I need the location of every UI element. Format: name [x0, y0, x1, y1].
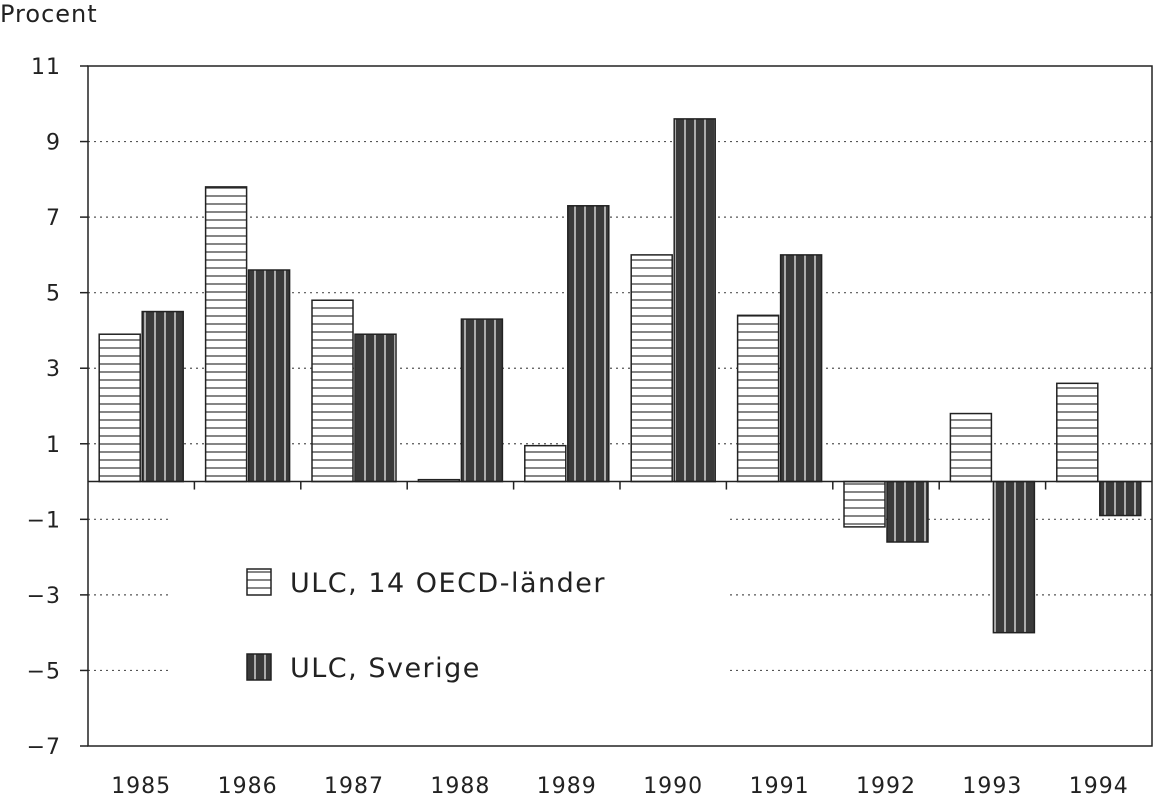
bar-sverige-1991 — [779, 254, 823, 483]
bar-sverige-1989 — [567, 205, 610, 483]
y-tick-label: 5 — [46, 282, 61, 307]
legend-label: ULC, 14 OECD-länder — [290, 568, 606, 599]
legend-swatch — [246, 653, 272, 681]
bar-oecd-1991 — [736, 314, 780, 483]
axes: 11 9 7 5 3 1 −1 −3 −5 −7 1985 1986 1987 1988 1989 1990 1… — [27, 55, 1153, 795]
bar-oecd-1985 — [98, 333, 141, 483]
bar-oecd-1989 — [524, 444, 567, 483]
x-tick-label: 1988 — [430, 774, 490, 795]
x-tick-label: 1992 — [856, 774, 916, 795]
bar-sverige-1985 — [141, 310, 184, 483]
x-tick-label: 1993 — [962, 774, 1022, 795]
x-tick-label: 1985 — [111, 774, 171, 795]
plot-frame — [87, 65, 1153, 747]
bar-sverige-1988 — [460, 318, 504, 483]
y-tick-label: 1 — [46, 433, 61, 458]
legend: ULC, 14 OECD-länder ULC, Sverige — [246, 568, 606, 684]
bar-oecd-1987 — [311, 299, 354, 483]
gridlines — [88, 140, 1152, 672]
y-tick-label: −1 — [27, 508, 61, 533]
bar-sverige-1992 — [886, 480, 929, 543]
x-tick-label: 1990 — [643, 774, 703, 795]
bar-sverige-1986 — [247, 269, 291, 483]
bar-sverige-1990 — [673, 118, 716, 483]
bars — [98, 118, 1142, 634]
bar-oecd-1994 — [1056, 382, 1099, 483]
bar-oecd-1986 — [204, 186, 248, 483]
y-tick-label: 9 — [46, 131, 61, 156]
x-tick-label: 1991 — [750, 774, 810, 795]
legend-swatch — [246, 568, 272, 596]
x-tick-label: 1994 — [1069, 774, 1129, 795]
legend-label: ULC, Sverige — [290, 653, 481, 684]
bar-sverige-1987 — [354, 333, 397, 483]
y-tick-label: 7 — [46, 206, 61, 231]
y-tick-label: −5 — [27, 659, 61, 684]
bar-oecd-1990 — [630, 254, 673, 483]
x-tick-label: 1987 — [324, 774, 384, 795]
x-tick-label: 1986 — [218, 774, 278, 795]
bar-sverige-1994 — [1099, 480, 1142, 517]
y-axis-label: Procent — [0, 0, 98, 28]
y-tick-label: −7 — [27, 735, 61, 760]
x-tick-label: 1989 — [537, 774, 597, 795]
bar-sverige-1993 — [992, 480, 1036, 634]
bar-oecd-1992 — [843, 480, 886, 528]
bar-oecd-1993 — [949, 412, 993, 483]
y-tick-label: −3 — [27, 584, 61, 609]
y-tick-label: 3 — [46, 357, 61, 382]
y-tick-label: 11 — [31, 55, 61, 80]
